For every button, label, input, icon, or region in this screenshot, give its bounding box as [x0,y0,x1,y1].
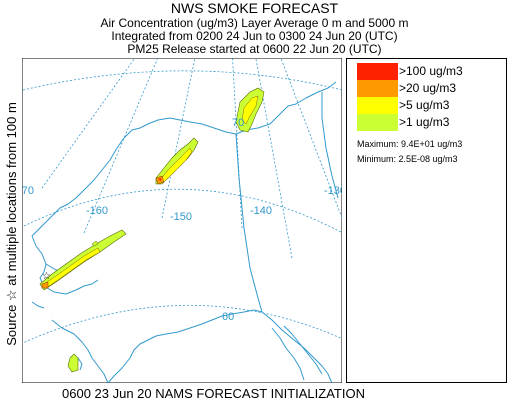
lon-label-130: -130 [324,185,342,197]
source-star-icon: ☆ [42,271,51,282]
legend-label-1: >1 ug/m3 [399,115,450,129]
page-title: NWS SMOKE FORECAST [170,0,339,16]
forecast-initialization-footer: 0600 23 Jun 20 NAMS FORECAST INITIALIZAT… [62,386,365,401]
subtitle-concentration: Air Concentration (ug/m3) Layer Average … [100,16,409,30]
subtitle-integration: Integrated from 0200 24 Jun to 0300 24 J… [111,29,398,43]
smoke-map: ☆ -170 -160 -150 -140 -130 70 60 [22,58,342,383]
legend-label-20: >20 ug/m3 [399,81,457,95]
lon-label-170: -170 [22,185,34,197]
map-frame [22,58,342,383]
graticule [22,58,342,344]
legend-maximum: Maximum: 9.4E+01 ug/m3 [357,139,463,149]
lon-label-140: -140 [250,205,272,217]
lat-label-60: 60 [222,311,234,323]
lon-label-160: -160 [86,205,108,217]
plume-north [235,87,265,133]
legend-label-5: >5 ug/m3 [399,98,450,112]
legend-swatch-1 [357,114,398,131]
lon-label-150: -150 [170,211,192,223]
legend-minimum: Minimum: 2.5E-08 ug/m3 [357,154,458,164]
plume-southwest [39,229,127,291]
subtitle-release: PM25 Release started at 0600 22 Jun 20 (… [127,42,382,56]
source-side-label: Source ☆ at multiple locations from 100 … [4,102,19,346]
lat-label-70: 70 [232,117,244,129]
legend-swatch-5 [357,97,398,114]
legend: >100 ug/m3 >20 ug/m3 >5 ug/m3 >1 ug/m3 M… [346,58,507,383]
plume-island [67,353,79,373]
plume-central [155,137,199,185]
legend-swatch-100 [357,63,398,80]
legend-swatch-20 [357,80,398,97]
legend-label-100: >100 ug/m3 [399,64,463,78]
